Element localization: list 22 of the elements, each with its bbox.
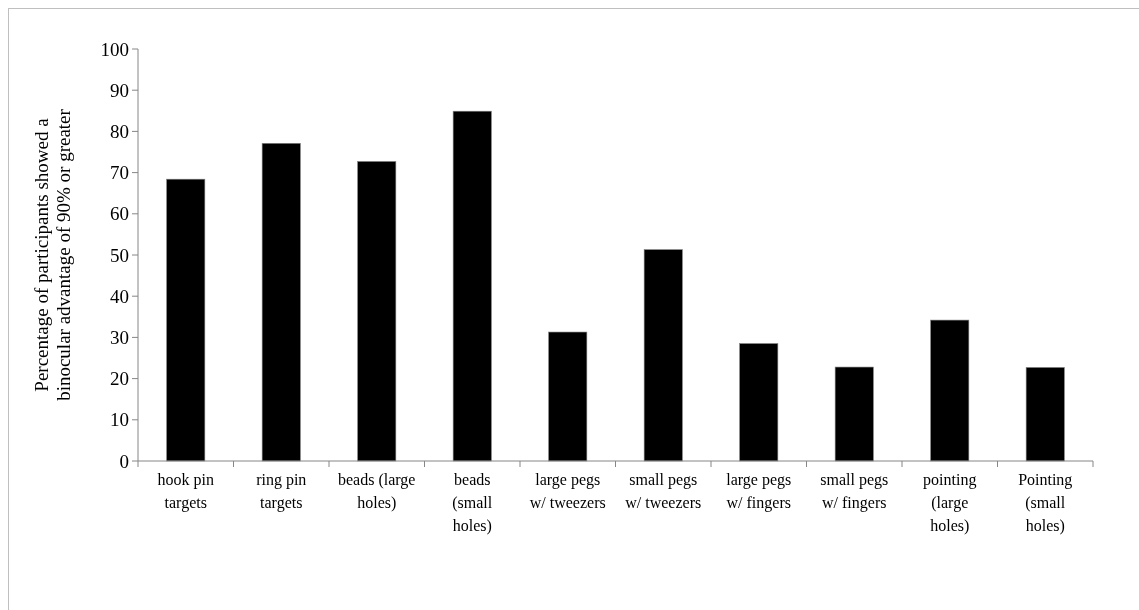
y-tick-label: 0 [119,450,129,472]
y-tick-label: 60 [110,203,129,225]
x-tick-label: small pegs w/ fingers [820,471,889,512]
y-axis-title: Percentage of participants showed a binocular advantage of 90% or greater [31,108,74,401]
x-tick-label: Pointing (small holes) [1018,471,1073,535]
x-tick-label: hook pin targets [157,471,214,512]
y-tick-label: 20 [110,368,129,390]
y-tick-label: 70 [110,162,129,184]
x-tick-label: beads (large holes) [338,471,416,512]
y-tick-label: 100 [100,38,129,60]
y-tick-label: 50 [110,244,129,266]
y-tick-label: 80 [110,121,129,143]
x-tick-label: large pegs w/ tweezers [529,471,606,511]
y-tick-label: 40 [110,285,129,307]
y-tick-label: 30 [110,327,129,349]
x-tick-label: pointing (large holes) [923,471,977,535]
x-tick-label: ring pin targets [256,471,307,512]
x-tick-label: beads (small holes) [452,471,493,535]
x-tick-label: small pegs w/ tweezers [625,471,702,511]
x-tick-label: large pegs w/ fingers [726,471,792,512]
y-tick-label: 10 [110,409,129,431]
y-tick-label: 90 [110,79,129,101]
